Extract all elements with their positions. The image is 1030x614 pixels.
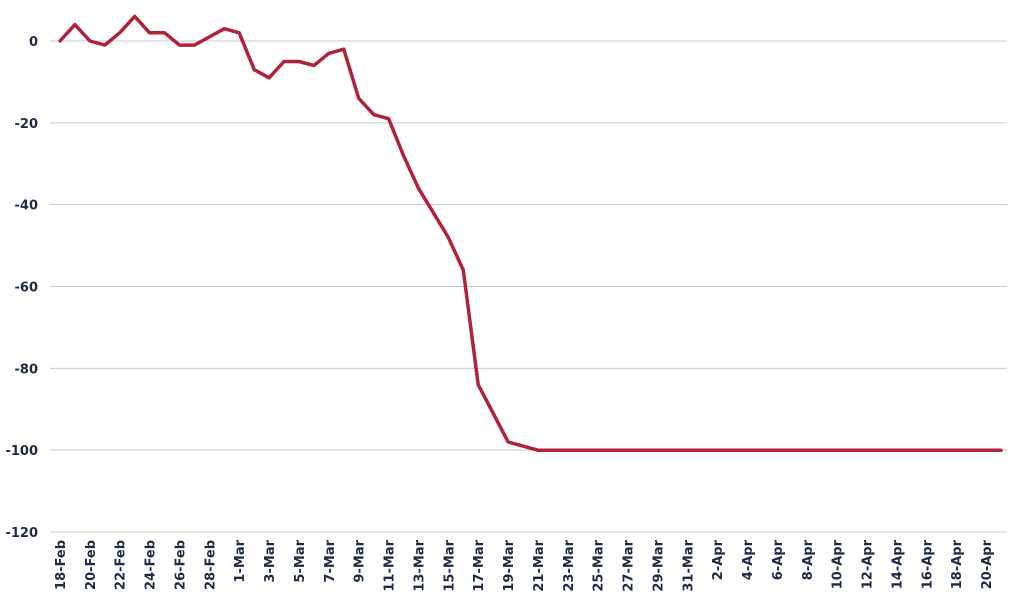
x-tick-label: 22-Feb (114, 540, 129, 590)
x-tick-label: 13-Mar (412, 539, 427, 591)
series-line (58, 14, 1003, 452)
y-tick-label: -80 (15, 362, 39, 377)
x-tick-label: 12-Apr (861, 539, 876, 589)
x-tick-label: 3-Mar (263, 539, 278, 582)
series-layer (58, 14, 1003, 452)
x-tick-label: 6-Apr (771, 539, 786, 580)
x-tick-label: 14-Apr (890, 539, 905, 589)
x-tick-label: 26-Feb (173, 540, 188, 590)
x-tick-label: 16-Apr (920, 539, 935, 589)
x-tick-label: 28-Feb (203, 540, 218, 590)
x-tick-label: 21-Mar (532, 539, 547, 591)
x-tick-label: 18-Feb (54, 540, 69, 590)
x-tick-label: 7-Mar (323, 539, 338, 582)
x-tick-label: 29-Mar (651, 539, 666, 591)
x-tick-label: 2-Apr (711, 539, 726, 580)
x-tick-label: 5-Mar (293, 539, 308, 582)
x-axis-ticks: 18-Feb 20-Feb 22-Feb 24-Feb 26-Feb 28-Feb 1-Ma… (54, 539, 995, 591)
x-tick-label: 1-Mar (233, 539, 248, 582)
x-tick-label: 23-Mar (562, 539, 577, 591)
x-tick-label: 31-Mar (681, 539, 696, 591)
x-tick-label: 15-Mar (442, 539, 457, 591)
x-tick-label: 9-Mar (353, 539, 368, 582)
x-tick-label: 8-Apr (801, 539, 816, 580)
x-tick-label: 11-Mar (383, 539, 398, 591)
grid (50, 40, 1007, 533)
x-tick-label: 20-Apr (980, 539, 995, 589)
x-tick-label: 27-Mar (622, 539, 637, 591)
x-tick-label: 20-Feb (84, 540, 99, 590)
x-tick-label: 17-Mar (472, 539, 487, 591)
y-tick-label: -40 (15, 199, 39, 214)
x-tick-label: 24-Feb (144, 540, 159, 590)
y-tick-label: -120 (5, 526, 38, 541)
y-tick-label: 0 (29, 35, 38, 50)
x-tick-label: 4-Apr (741, 539, 756, 580)
x-tick-label: 18-Apr (950, 539, 965, 589)
y-tick-label: -60 (15, 281, 39, 296)
y-axis-ticks: 0 -20 -40 -60 -80 -100 -120 (5, 35, 38, 541)
y-tick-label: -20 (15, 117, 39, 132)
x-tick-label: 10-Apr (831, 539, 846, 589)
x-tick-label: 25-Mar (592, 539, 607, 591)
y-tick-label: -100 (5, 444, 38, 459)
x-tick-label: 19-Mar (502, 539, 517, 591)
